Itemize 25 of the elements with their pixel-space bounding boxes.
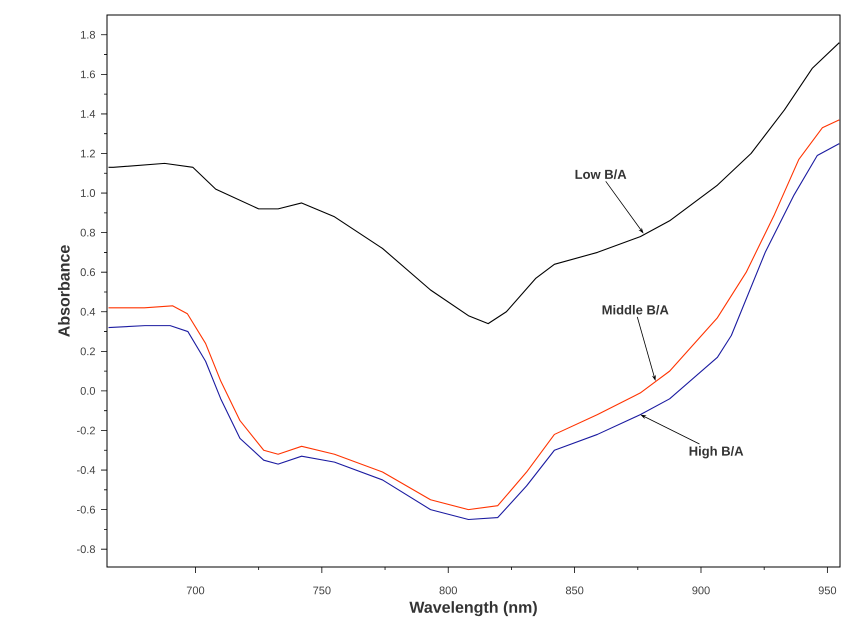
y-tick-label: -0.4 xyxy=(77,466,96,474)
y-tick-label: 0.2 xyxy=(80,347,95,356)
y-tick-label: 0.0 xyxy=(80,387,96,395)
annotation: Middle B/A xyxy=(602,304,669,315)
x-tick-label: 950 xyxy=(818,586,836,594)
y-tick-label: -0.6 xyxy=(77,506,96,514)
y-tick-label: -0.2 xyxy=(77,426,95,434)
annotation: High B/A xyxy=(690,446,744,458)
y-tick-label: 1.0 xyxy=(81,189,96,197)
x-tick-label: 700 xyxy=(186,586,204,594)
y-axis-title: Absorbance xyxy=(58,245,70,337)
y-tick-label: 0.4 xyxy=(80,308,96,316)
annotation: Low B/A xyxy=(576,169,626,180)
x-axis-title: Wavelength (nm) xyxy=(409,601,537,616)
y-tick-label: 0.6 xyxy=(80,268,96,276)
y-tick-label: 1.4 xyxy=(81,110,96,118)
x-tick-label: 900 xyxy=(692,586,710,594)
y-tick-label: 1.6 xyxy=(81,70,96,78)
x-tick-label: 750 xyxy=(313,586,331,594)
y-tick-label: 1.2 xyxy=(81,150,95,158)
y-tick-label: 0.8 xyxy=(80,228,96,237)
x-tick-label: 800 xyxy=(440,586,457,594)
y-tick-label: -0.8 xyxy=(77,545,96,554)
y-tick-label: 1.8 xyxy=(81,30,96,39)
x-tick-label: 850 xyxy=(566,586,584,594)
